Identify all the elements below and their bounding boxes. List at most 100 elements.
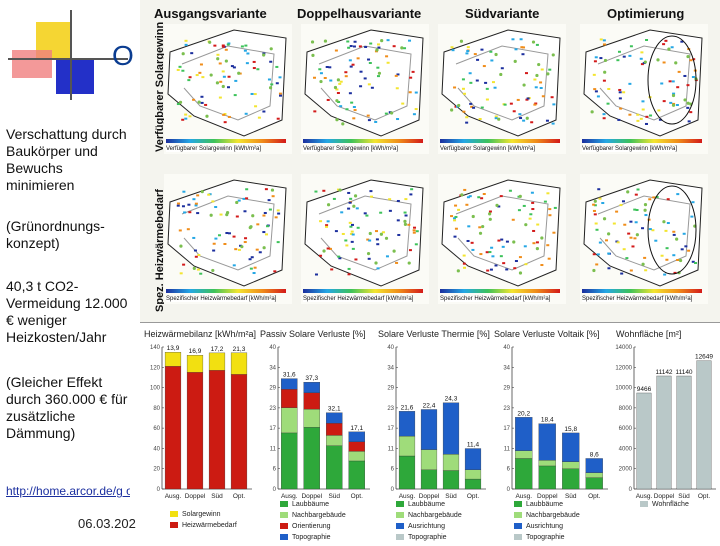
house-mark [219, 213, 223, 216]
tree-mark [403, 219, 407, 223]
bar-segment [398, 455, 416, 490]
house-mark [540, 68, 544, 71]
house-mark [680, 40, 684, 43]
house-mark [325, 225, 329, 228]
house-mark [375, 238, 379, 241]
house-mark [188, 76, 192, 79]
house-mark [545, 119, 549, 122]
map-caption: Verfügbarer Solargewinn [kWh/m²a] [582, 146, 678, 152]
y-tick-label: 17 [387, 426, 394, 432]
house-mark [531, 201, 535, 204]
house-mark [234, 79, 238, 82]
heat-balance-chart: 0 20 40 60 80 100 120 140 13,9 Ausg. 16,9 Doppel 17,… [150, 345, 252, 500]
pv-losses-chart: 0 6 11 17 23 29 34 40 20,2 Ausg. 18,4 Doppel 15,8 Süd… [503, 345, 608, 500]
house-mark [468, 72, 472, 75]
bar-segment [636, 392, 652, 490]
x-tick-label: Ausg. [281, 493, 298, 500]
house-mark [232, 235, 236, 238]
house-mark [325, 66, 329, 69]
tree-mark [643, 60, 647, 64]
source-link[interactable]: http://home.arcor.de/g osol/handeln.htm [6, 484, 130, 498]
house-mark [665, 247, 669, 250]
tree-mark [211, 268, 215, 273]
house-mark [347, 207, 351, 210]
bar-segment [442, 402, 460, 455]
house-mark [602, 43, 606, 46]
house-mark [522, 119, 526, 122]
house-mark [396, 199, 400, 202]
house-mark [348, 92, 352, 95]
bar-segment [562, 468, 580, 490]
house-mark [480, 197, 484, 200]
house-mark [597, 188, 601, 191]
house-mark [353, 40, 357, 43]
tree-mark [459, 39, 464, 43]
house-mark [367, 83, 371, 86]
tree-mark [513, 59, 517, 63]
house-mark [523, 245, 527, 248]
house-mark [252, 272, 256, 275]
y-tick-label: 0 [273, 487, 277, 493]
house-mark [465, 121, 469, 124]
tree-mark [678, 258, 683, 263]
house-mark [462, 110, 466, 113]
bar-total-label: 13,9 [167, 345, 180, 352]
house-mark [226, 43, 230, 46]
house-mark [403, 211, 407, 214]
tree-mark [522, 83, 526, 87]
house-mark [254, 105, 258, 108]
tree-mark [671, 93, 676, 98]
house-mark [328, 247, 332, 250]
bar-segment [348, 460, 366, 490]
house-mark [176, 202, 180, 205]
house-mark [336, 188, 340, 191]
house-mark [273, 270, 277, 273]
house-mark [385, 55, 389, 58]
house-mark [349, 232, 353, 235]
thermal-losses-chart: 0 6 11 17 23 29 34 40 21,6 Ausg. 22,4 Doppel 24,3 Süd… [387, 345, 486, 500]
tree-mark [216, 57, 220, 61]
y-tick-label: 12000 [615, 365, 632, 371]
house-mark [513, 267, 517, 270]
house-mark [395, 261, 399, 264]
color-scale [303, 139, 423, 143]
house-mark [553, 206, 557, 209]
bar-segment [585, 472, 603, 478]
tree-mark [686, 54, 690, 59]
house-mark [253, 266, 257, 269]
house-mark [640, 63, 644, 66]
house-mark [358, 45, 362, 48]
house-mark [278, 92, 282, 95]
house-mark [221, 44, 225, 47]
house-mark [530, 191, 534, 194]
house-mark [456, 105, 460, 108]
tree-mark [338, 188, 342, 192]
house-mark [691, 260, 695, 263]
house-mark [194, 255, 198, 258]
x-tick-label: Ausg. [636, 493, 653, 500]
house-mark [488, 210, 492, 213]
house-mark [593, 88, 597, 91]
bar-segment [303, 392, 321, 410]
bar-total-label: 24,3 [445, 396, 458, 403]
bar-total-label: 8,6 [590, 451, 599, 458]
house-mark [461, 87, 465, 90]
house-mark [408, 249, 412, 252]
house-mark [314, 190, 318, 193]
house-mark [352, 45, 356, 48]
house-mark [245, 62, 249, 65]
tree-mark [497, 117, 501, 121]
house-mark [625, 257, 629, 260]
tree-mark [197, 100, 201, 104]
house-mark [376, 75, 380, 78]
house-mark [629, 269, 633, 272]
site-plan-map: Spezifischer Heizwärmebedarf [kWh/m²a] [164, 174, 292, 304]
house-mark [541, 95, 545, 98]
house-mark [491, 255, 495, 258]
bar-segment [186, 355, 204, 373]
house-mark [179, 272, 183, 275]
house-mark [335, 88, 339, 91]
tree-mark [460, 193, 464, 197]
y-tick-label: 80 [153, 406, 160, 412]
bar-segment [348, 451, 366, 462]
